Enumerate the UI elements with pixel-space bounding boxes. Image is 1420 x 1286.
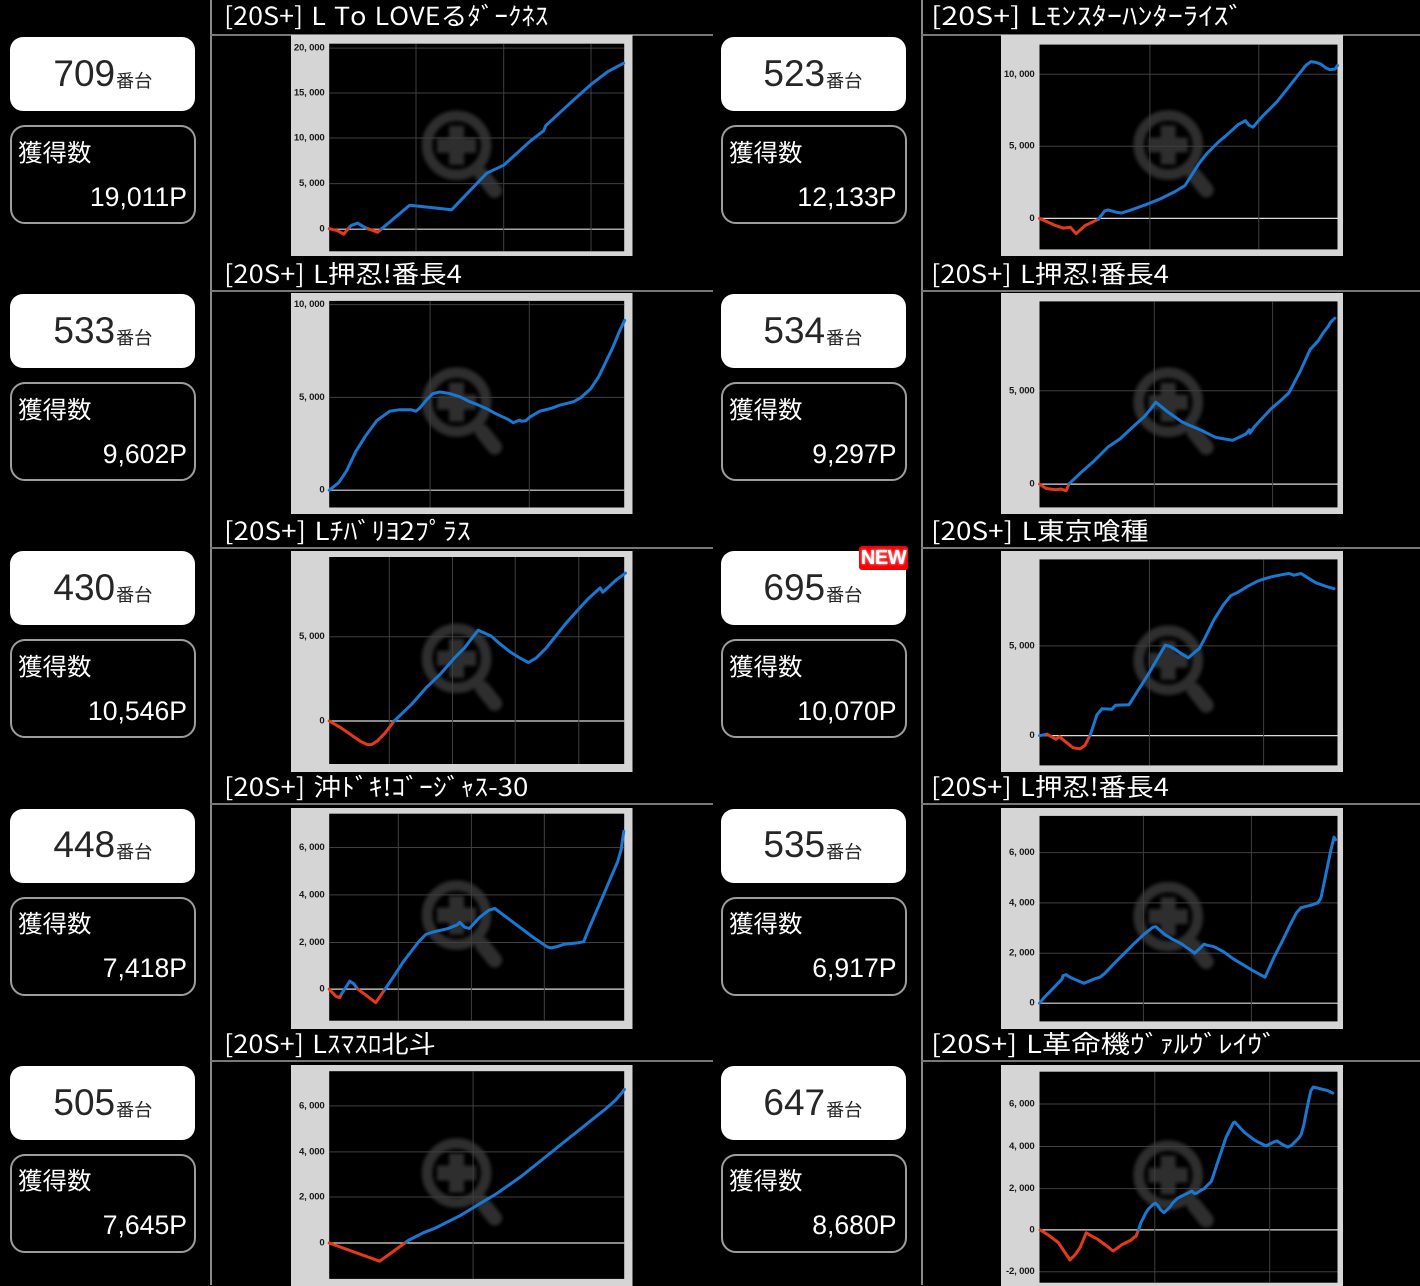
svg-text:0: 0: [1029, 998, 1034, 1009]
svg-text:4, 000: 4, 000: [299, 890, 324, 901]
svg-text:20, 000: 20, 000: [294, 43, 325, 54]
svg-text:5, 000: 5, 000: [299, 178, 324, 189]
svg-text:0: 0: [1029, 213, 1034, 224]
svg-text:4, 000: 4, 000: [299, 1147, 324, 1158]
svg-text:-2, 000: -2, 000: [1006, 1266, 1034, 1277]
svg-text:10, 000: 10, 000: [1004, 69, 1035, 80]
svg-text:4, 000: 4, 000: [1009, 1141, 1034, 1152]
svg-text:5, 000: 5, 000: [1009, 141, 1034, 152]
svg-text:2, 000: 2, 000: [299, 937, 324, 948]
svg-text:6, 000: 6, 000: [299, 842, 324, 853]
svg-text:0: 0: [320, 485, 325, 496]
svg-text:0: 0: [320, 224, 325, 235]
svg-text:10, 000: 10, 000: [294, 299, 325, 310]
svg-text:6, 000: 6, 000: [1009, 847, 1034, 858]
svg-text:2, 000: 2, 000: [1009, 948, 1034, 959]
svg-text:6, 000: 6, 000: [1009, 1099, 1034, 1110]
svg-text:5, 000: 5, 000: [1009, 386, 1034, 397]
svg-text:0: 0: [1029, 479, 1034, 490]
svg-text:2, 000: 2, 000: [1009, 1183, 1034, 1194]
svg-text:15, 000: 15, 000: [294, 88, 325, 99]
svg-text:0: 0: [1029, 1225, 1034, 1236]
svg-text:5, 000: 5, 000: [1009, 641, 1034, 652]
svg-text:2, 000: 2, 000: [299, 1192, 324, 1203]
svg-text:10, 000: 10, 000: [294, 133, 325, 144]
svg-text:0: 0: [320, 1238, 325, 1249]
svg-text:5, 000: 5, 000: [299, 631, 324, 642]
svg-text:0: 0: [320, 984, 325, 995]
svg-text:6, 000: 6, 000: [299, 1101, 324, 1112]
svg-text:0: 0: [320, 716, 325, 727]
svg-text:5, 000: 5, 000: [299, 392, 324, 403]
svg-text:4, 000: 4, 000: [1009, 898, 1034, 909]
svg-text:0: 0: [1029, 730, 1034, 741]
